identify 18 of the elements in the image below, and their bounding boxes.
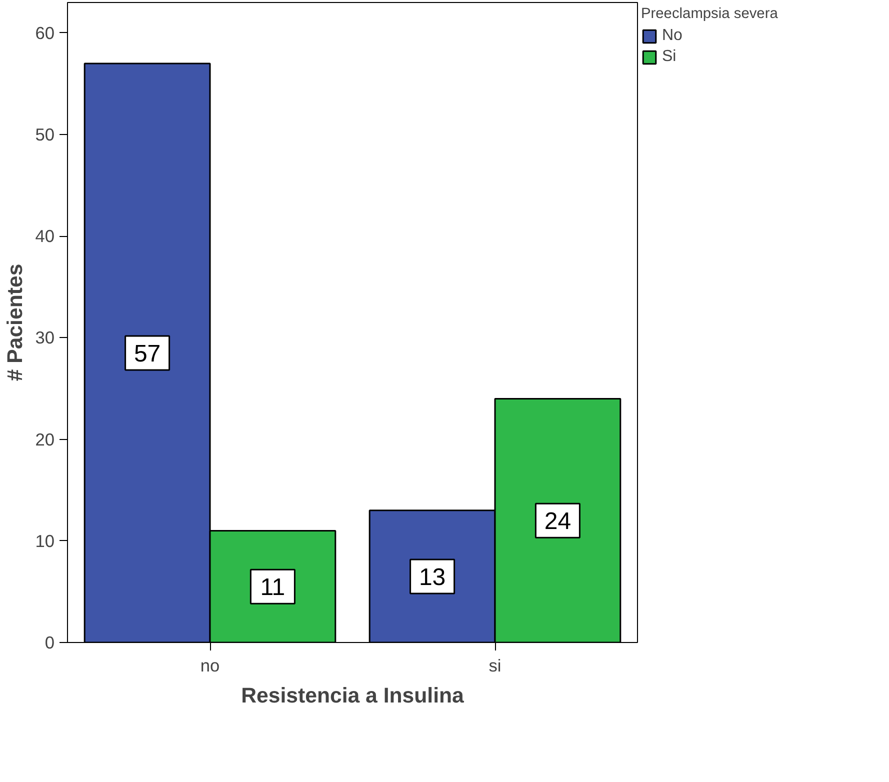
x-tick-label: si [488,656,502,676]
data-label: 24 [544,508,572,536]
x-axis-title: Resistencia a Insulina [241,684,464,708]
legend-title: Preeclampsia severa [641,6,778,22]
x-tick-label: no [200,656,220,676]
y-tick-label: 10 [35,530,55,551]
legend-label: Si [662,48,678,66]
y-tick-label: 40 [35,226,55,246]
y-axis-title: # Pacientes [3,264,28,382]
y-tick-label: 50 [35,124,55,145]
y-tick-label: 60 [35,22,55,43]
legend-label: No [662,27,682,45]
data-label: 11 [260,574,286,602]
data-label: 13 [418,564,446,591]
y-tick-label: 20 [35,429,55,450]
y-tick-label: 0 [44,632,55,652]
data-label: 57 [134,340,161,368]
y-tick-label: 30 [35,328,55,348]
